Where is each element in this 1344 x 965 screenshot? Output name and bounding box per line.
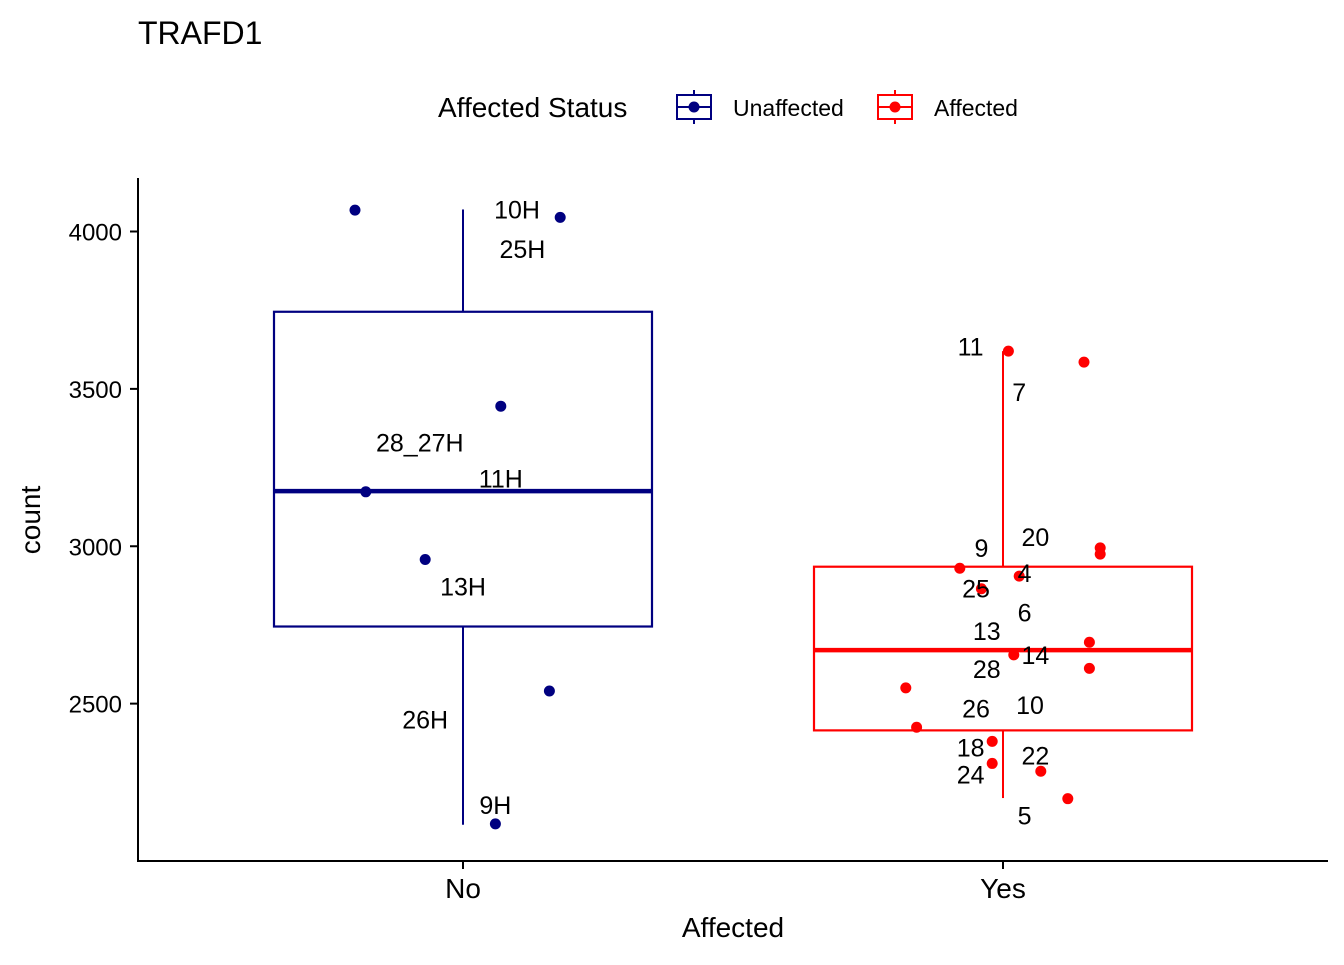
point-label-affected-28: 28 bbox=[973, 656, 1001, 684]
data-point-unaffected-9h bbox=[489, 818, 501, 830]
data-point-affected-11 bbox=[1002, 345, 1014, 357]
data-point-affected-7 bbox=[1078, 356, 1090, 368]
box-unaffected bbox=[272, 310, 654, 628]
series-affected: 11 7 20 9 4 25 6 13 14 28 26 10 18 22 24 5 bbox=[812, 333, 1194, 830]
chart-title: TRAFD1 bbox=[138, 15, 262, 51]
data-point-affected-25 bbox=[975, 583, 987, 595]
data-point-affected-5 bbox=[1062, 793, 1074, 805]
point-label-affected-25: 25 bbox=[962, 576, 990, 604]
point-label-affected-20: 20 bbox=[1021, 524, 1049, 552]
data-point-affected-6 bbox=[1094, 548, 1106, 560]
legend-key-affected bbox=[877, 90, 913, 124]
series-unaffected: 10H 25H 28_27H 11H 13H 26H 9H bbox=[272, 196, 654, 830]
legend-key-point-unaffected bbox=[688, 101, 700, 113]
point-label-affected-11: 11 bbox=[958, 333, 984, 361]
y-tick-label-4000: 4000 bbox=[69, 220, 122, 247]
point-label-affected-7: 7 bbox=[1012, 379, 1026, 407]
data-point-affected-10 bbox=[911, 721, 923, 733]
point-label-affected-9: 9 bbox=[974, 535, 988, 563]
legend-label-affected: Affected bbox=[934, 95, 1018, 121]
point-label-affected-10: 10 bbox=[1016, 692, 1044, 720]
data-point-affected-14 bbox=[1008, 649, 1020, 661]
point-label-affected-4: 4 bbox=[1018, 560, 1032, 588]
legend-entry-affected: Affected bbox=[877, 90, 1018, 124]
x-axis: No Yes bbox=[445, 861, 1026, 904]
point-label-affected-13: 13 bbox=[973, 618, 1001, 646]
legend: Affected Status Unaffected Affected bbox=[438, 90, 1018, 124]
x-axis-label: Affected bbox=[682, 912, 784, 943]
data-point-unaffected-28-27h bbox=[495, 400, 507, 412]
point-label-affected-14: 14 bbox=[1021, 642, 1049, 670]
data-point-affected-9 bbox=[954, 562, 966, 574]
data-point-affected-22 bbox=[986, 757, 998, 769]
point-label-unaffected-11h: 11H bbox=[479, 466, 523, 494]
point-label-affected-6: 6 bbox=[1018, 599, 1032, 627]
y-tick-label-3500: 3500 bbox=[69, 377, 122, 404]
legend-label-unaffected: Unaffected bbox=[733, 95, 844, 121]
point-label-unaffected-9h: 9H bbox=[479, 792, 511, 820]
legend-key-point-affected bbox=[889, 101, 901, 113]
point-label-unaffected-10h: 10H bbox=[494, 196, 540, 224]
x-tick-label-no: No bbox=[445, 873, 481, 904]
data-point-unaffected-25h bbox=[554, 211, 566, 223]
plot-series: 10H 25H 28_27H 11H 13H 26H 9H 11 7 20 9 4 25 6 13 14 28 2… bbox=[272, 196, 1194, 830]
y-tick-label-3000: 3000 bbox=[69, 534, 122, 561]
point-label-unaffected-28-27h: 28_27H bbox=[376, 429, 464, 457]
point-label-unaffected-13h: 13H bbox=[440, 574, 486, 602]
x-tick-label-yes: Yes bbox=[980, 873, 1026, 904]
legend-entry-unaffected: Unaffected bbox=[676, 90, 844, 124]
data-point-affected-26 bbox=[900, 682, 912, 694]
data-point-unaffected-11h bbox=[360, 486, 372, 498]
point-label-unaffected-25h: 25H bbox=[499, 236, 545, 264]
point-label-affected-24: 24 bbox=[957, 761, 985, 789]
y-tick-label-2500: 2500 bbox=[69, 692, 122, 719]
data-point-unaffected-13h bbox=[419, 553, 431, 565]
data-point-affected-13 bbox=[1083, 636, 1095, 648]
data-point-affected-4 bbox=[1013, 570, 1025, 582]
legend-title: Affected Status bbox=[438, 92, 627, 123]
point-label-affected-5: 5 bbox=[1018, 802, 1032, 830]
data-point-unaffected-10h bbox=[349, 204, 361, 216]
point-label-affected-22: 22 bbox=[1021, 743, 1049, 771]
data-point-affected-28 bbox=[1083, 662, 1095, 674]
point-label-unaffected-26h: 26H bbox=[402, 706, 448, 734]
data-point-affected-18 bbox=[986, 735, 998, 747]
y-axis: 2500 3000 3500 4000 bbox=[69, 220, 138, 719]
point-label-affected-26: 26 bbox=[962, 695, 990, 723]
point-label-affected-18: 18 bbox=[957, 735, 985, 763]
legend-key-unaffected bbox=[676, 90, 712, 124]
data-point-unaffected-26h bbox=[543, 685, 555, 697]
data-point-affected-24 bbox=[1035, 765, 1047, 777]
y-axis-label: count bbox=[15, 486, 46, 555]
